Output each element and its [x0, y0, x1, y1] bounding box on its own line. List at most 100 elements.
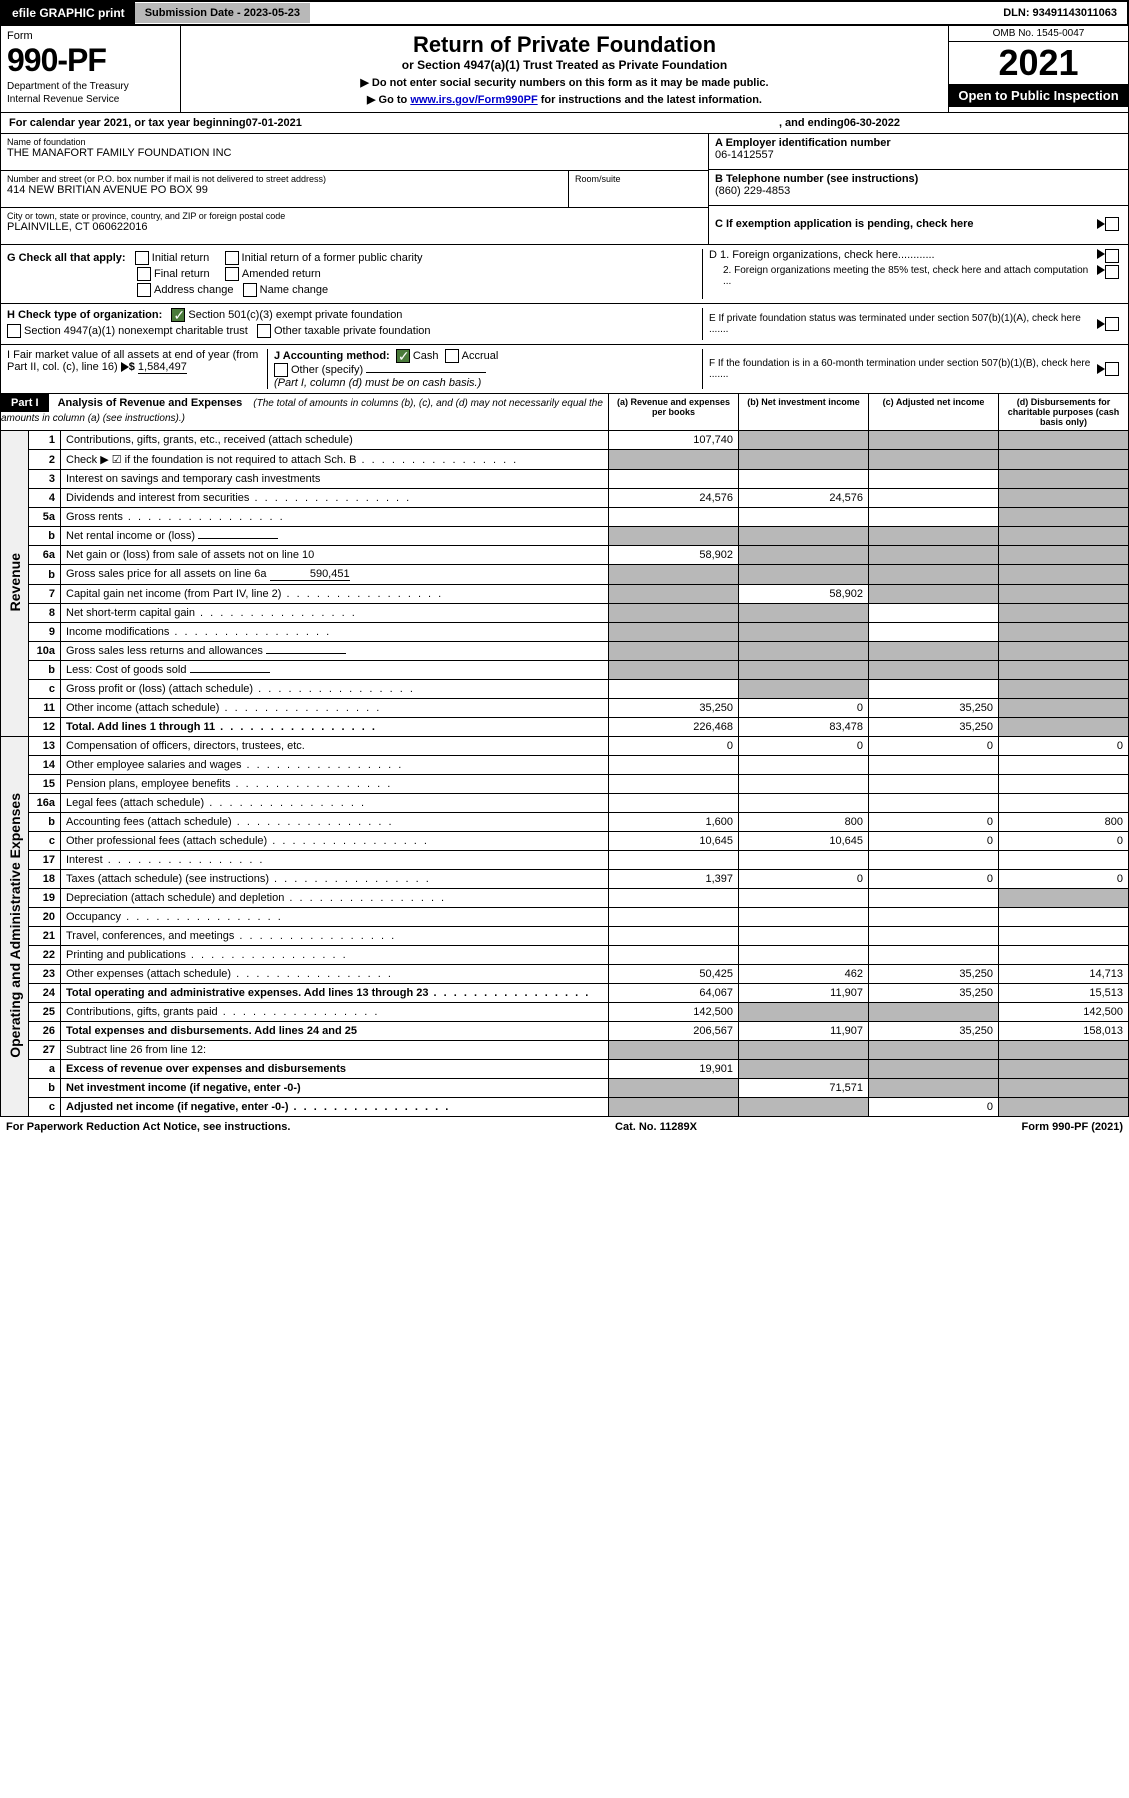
cell-c	[869, 661, 999, 680]
cash-cb[interactable]	[396, 349, 410, 363]
part1-header: Part I Analysis of Revenue and Expenses …	[0, 394, 1129, 431]
line-label: Less: Cost of goods sold	[61, 661, 609, 680]
cell-a: 19,901	[609, 1060, 739, 1079]
initial-former-cb[interactable]	[225, 251, 239, 265]
cell-a: 24,576	[609, 489, 739, 508]
cell-a: 1,397	[609, 870, 739, 889]
line-number: 5a	[29, 508, 61, 527]
cell-a: 226,468	[609, 718, 739, 737]
name-change-cb[interactable]	[243, 283, 257, 297]
cell-d: 142,500	[999, 1003, 1129, 1022]
line-number: c	[29, 680, 61, 699]
cell-a	[609, 756, 739, 775]
cell-a: 142,500	[609, 1003, 739, 1022]
d2-label: 2. Foreign organizations meeting the 85%…	[709, 265, 1097, 287]
line-number: c	[29, 1098, 61, 1117]
cell-d	[999, 794, 1129, 813]
final-return-cb[interactable]	[137, 267, 151, 281]
cell-b	[739, 946, 869, 965]
efile-print-button[interactable]: efile GRAPHIC print	[2, 2, 135, 24]
line-label: Gross sales less returns and allowances	[61, 642, 609, 661]
initial-return-cb[interactable]	[135, 251, 149, 265]
cell-d	[999, 908, 1129, 927]
line-label: Interest	[61, 851, 609, 870]
cell-d	[999, 546, 1129, 565]
cell-b: 800	[739, 813, 869, 832]
c-checkbox[interactable]	[1105, 217, 1119, 231]
cell-a: 107,740	[609, 431, 739, 450]
line-label: Gross profit or (loss) (attach schedule)	[61, 680, 609, 699]
omb-number: OMB No. 1545-0047	[949, 26, 1128, 42]
cell-b	[739, 680, 869, 699]
cell-c: 35,250	[869, 984, 999, 1003]
line-label: Contributions, gifts, grants paid	[61, 1003, 609, 1022]
analysis-table: Revenue1Contributions, gifts, grants, et…	[0, 431, 1129, 1117]
cell-a: 35,250	[609, 699, 739, 718]
cell-c	[869, 1041, 999, 1060]
ein-value: 06-1412557	[715, 149, 1122, 161]
cell-c	[869, 642, 999, 661]
ein-label: A Employer identification number	[715, 137, 1122, 149]
cell-c	[869, 585, 999, 604]
e-checkbox[interactable]	[1105, 317, 1119, 331]
cell-c	[869, 927, 999, 946]
other-method-cb[interactable]	[274, 363, 288, 377]
d1-label: D 1. Foreign organizations, check here..…	[709, 249, 1097, 263]
cell-b	[739, 623, 869, 642]
line-number: b	[29, 565, 61, 585]
line-label: Other income (attach schedule)	[61, 699, 609, 718]
line-number: 15	[29, 775, 61, 794]
line-label: Compensation of officers, directors, tru…	[61, 737, 609, 756]
section-h-e: H Check type of organization: Section 50…	[0, 304, 1129, 345]
d1-checkbox[interactable]	[1105, 249, 1119, 263]
line-label: Excess of revenue over expenses and disb…	[61, 1060, 609, 1079]
cell-b	[739, 1060, 869, 1079]
line-label: Income modifications	[61, 623, 609, 642]
f-checkbox[interactable]	[1105, 362, 1119, 376]
cell-b: 83,478	[739, 718, 869, 737]
cell-d	[999, 604, 1129, 623]
501c3-cb[interactable]	[171, 308, 185, 322]
name-label: Name of foundation	[7, 137, 702, 147]
line-number: a	[29, 1060, 61, 1079]
cell-a	[609, 470, 739, 489]
cell-b	[739, 756, 869, 775]
form990pf-link[interactable]: www.irs.gov/Form990PF	[410, 94, 537, 106]
cell-c	[869, 489, 999, 508]
cell-d	[999, 431, 1129, 450]
cell-b: 11,907	[739, 984, 869, 1003]
j-note: (Part I, column (d) must be on cash basi…	[274, 377, 696, 389]
cell-c: 35,250	[869, 965, 999, 984]
addr-label: Number and street (or P.O. box number if…	[7, 174, 562, 184]
cell-c	[869, 623, 999, 642]
dln: DLN: 93491143011063	[993, 3, 1127, 23]
cell-d: 0	[999, 870, 1129, 889]
address-change-cb[interactable]	[137, 283, 151, 297]
line-number: 25	[29, 1003, 61, 1022]
col-d-header: (d) Disbursements for charitable purpose…	[998, 394, 1128, 430]
calendar-year-row: For calendar year 2021, or tax year begi…	[0, 113, 1129, 134]
form-word: Form	[7, 30, 174, 42]
d2-checkbox[interactable]	[1105, 265, 1119, 279]
cell-c: 0	[869, 737, 999, 756]
cell-c	[869, 946, 999, 965]
amended-return-cb[interactable]	[225, 267, 239, 281]
tel-value: (860) 229-4853	[715, 185, 1122, 197]
cell-d	[999, 623, 1129, 642]
ssn-warning: ▶ Do not enter social security numbers o…	[187, 76, 942, 89]
cell-b	[739, 565, 869, 585]
form-header: Form 990-PF Department of the Treasury I…	[0, 26, 1129, 113]
line-label: Total. Add lines 1 through 11	[61, 718, 609, 737]
other-taxable-cb[interactable]	[257, 324, 271, 338]
cell-d	[999, 889, 1129, 908]
cell-a: 1,600	[609, 813, 739, 832]
cell-b	[739, 794, 869, 813]
cell-b	[739, 450, 869, 470]
tel-label: B Telephone number (see instructions)	[715, 173, 1122, 185]
4947a1-cb[interactable]	[7, 324, 21, 338]
line-number: 19	[29, 889, 61, 908]
foundation-name: THE MANAFORT FAMILY FOUNDATION INC	[7, 147, 702, 159]
accrual-cb[interactable]	[445, 349, 459, 363]
cell-b	[739, 642, 869, 661]
line-label: Gross sales price for all assets on line…	[61, 565, 609, 585]
